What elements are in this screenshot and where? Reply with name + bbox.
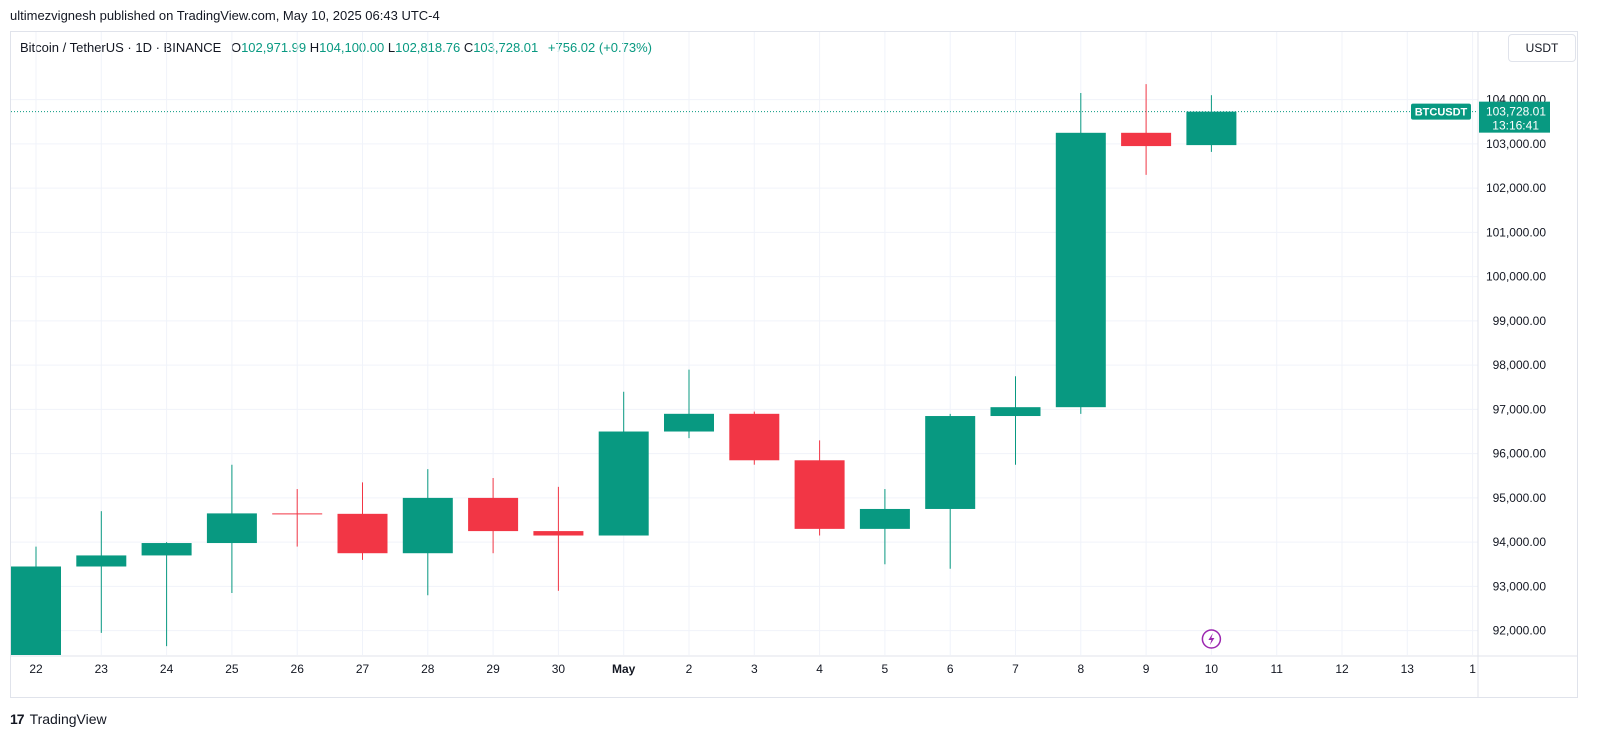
x-tick-label: 26 bbox=[291, 662, 305, 676]
symbol-name[interactable]: Bitcoin / TetherUS · 1D · BINANCE bbox=[20, 40, 222, 55]
last-price-badge bbox=[1479, 101, 1550, 133]
x-tick-label: 13 bbox=[1401, 662, 1415, 676]
ticker-badge bbox=[1411, 103, 1471, 120]
lightning-glyph bbox=[1208, 633, 1215, 645]
y-tick-label: 97,000.00 bbox=[1493, 402, 1547, 416]
candle-body[interactable] bbox=[598, 431, 649, 536]
candle-body[interactable] bbox=[141, 543, 192, 556]
x-tick-label: 6 bbox=[947, 662, 954, 676]
candle-body[interactable] bbox=[402, 497, 453, 554]
candle-body[interactable] bbox=[990, 407, 1041, 417]
high-value: 104,100.00 bbox=[319, 40, 385, 55]
brand-name: TradingView bbox=[29, 711, 107, 727]
x-tick-label: 8 bbox=[1077, 662, 1084, 676]
close-value: 103,728.01 bbox=[473, 40, 539, 55]
open-value: 102,971.99 bbox=[241, 40, 307, 55]
tradingview-logo-icon: 17 bbox=[10, 711, 25, 727]
x-tick-label: 29 bbox=[486, 662, 500, 676]
x-tick-label: May bbox=[612, 662, 636, 676]
x-tick-label: 7 bbox=[1012, 662, 1019, 676]
candle-body[interactable] bbox=[664, 413, 714, 432]
close-label: C bbox=[463, 40, 474, 55]
candle-body[interactable] bbox=[1055, 132, 1106, 408]
x-tick-label: 25 bbox=[225, 662, 239, 676]
x-tick-label: 30 bbox=[552, 662, 566, 676]
y-tick-label: 100,000.00 bbox=[1486, 270, 1546, 284]
candle-body[interactable] bbox=[1186, 111, 1237, 146]
tradingview-brand[interactable]: 17 TradingView bbox=[10, 711, 107, 727]
y-tick-label: 103,000.00 bbox=[1486, 137, 1546, 151]
y-tick-label: 96,000.00 bbox=[1493, 447, 1547, 461]
candle-body[interactable] bbox=[925, 416, 976, 509]
y-tick-label: 94,000.00 bbox=[1493, 535, 1547, 549]
chart-frame bbox=[10, 31, 1578, 698]
candle-body[interactable] bbox=[11, 566, 61, 655]
x-tick-label: 10 bbox=[1205, 662, 1219, 676]
x-tick-label: 4 bbox=[816, 662, 823, 676]
x-tick-label: 1 bbox=[1469, 662, 1476, 676]
candle-body[interactable] bbox=[859, 508, 910, 529]
change-value: +756.02 (+0.73%) bbox=[547, 40, 652, 55]
y-tick-label: 98,000.00 bbox=[1493, 358, 1547, 372]
x-tick-label: 5 bbox=[882, 662, 889, 676]
candle-body[interactable] bbox=[533, 531, 584, 536]
x-tick-label: 11 bbox=[1270, 662, 1283, 676]
candle-body[interactable] bbox=[468, 497, 519, 532]
candle-body[interactable] bbox=[206, 513, 257, 544]
y-tick-label: 92,000.00 bbox=[1493, 624, 1547, 638]
y-tick-label: 102,000.00 bbox=[1486, 181, 1546, 195]
x-tick-label: 3 bbox=[751, 662, 758, 676]
x-tick-label: 22 bbox=[29, 662, 43, 676]
candle-body[interactable] bbox=[337, 513, 388, 554]
y-tick-label: 93,000.00 bbox=[1493, 579, 1547, 593]
x-tick-label: 9 bbox=[1143, 662, 1150, 676]
published-header: ultimezvignesh published on TradingView.… bbox=[10, 8, 440, 23]
ticker-label: BTCUSDT bbox=[1415, 107, 1468, 119]
candle-body[interactable] bbox=[729, 413, 780, 461]
currency-button[interactable]: USDT bbox=[1508, 34, 1576, 62]
x-tick-label: 12 bbox=[1335, 662, 1349, 676]
y-tick-label: 101,000.00 bbox=[1486, 225, 1546, 239]
bar-countdown-label: 13:16:41 bbox=[1492, 119, 1539, 133]
x-tick-label: 27 bbox=[356, 662, 370, 676]
candle-body[interactable] bbox=[272, 513, 323, 515]
last-price-label: 103,728.01 bbox=[1486, 105, 1546, 119]
candle-body[interactable] bbox=[794, 460, 845, 529]
open-label: O bbox=[230, 40, 242, 55]
candle-body[interactable] bbox=[76, 555, 127, 567]
low-label: L bbox=[387, 40, 396, 55]
symbol-legend: Bitcoin / TetherUS · 1D · BINANCE O102,9… bbox=[20, 40, 652, 55]
x-tick-label: 23 bbox=[95, 662, 109, 676]
high-label: H bbox=[309, 40, 320, 55]
candle-body[interactable] bbox=[1121, 132, 1172, 147]
x-tick-label: 28 bbox=[421, 662, 435, 676]
x-tick-label: 24 bbox=[160, 662, 174, 676]
y-tick-label: 99,000.00 bbox=[1493, 314, 1547, 328]
x-tick-label: 2 bbox=[686, 662, 693, 676]
y-tick-label: 95,000.00 bbox=[1493, 491, 1547, 505]
